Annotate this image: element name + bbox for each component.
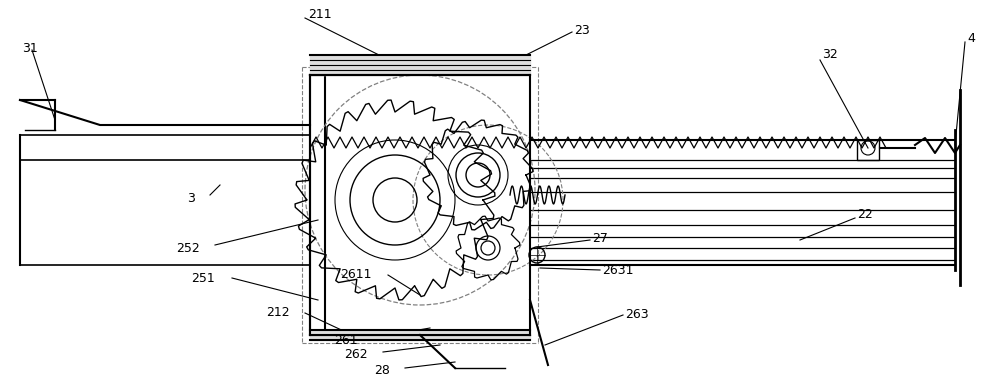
- Text: 251: 251: [191, 271, 215, 285]
- Text: 4: 4: [967, 31, 975, 44]
- Text: 22: 22: [857, 208, 873, 221]
- Text: 211: 211: [308, 8, 332, 22]
- Text: 2611: 2611: [340, 268, 372, 282]
- Text: 261: 261: [334, 334, 358, 346]
- Text: 3: 3: [187, 191, 195, 205]
- Text: 2631: 2631: [602, 263, 634, 277]
- Text: 32: 32: [822, 49, 838, 61]
- Text: 263: 263: [625, 309, 649, 321]
- Text: 212: 212: [266, 305, 290, 318]
- Text: 31: 31: [22, 41, 38, 55]
- Text: 27: 27: [592, 232, 608, 244]
- Text: 23: 23: [574, 23, 590, 36]
- Text: 262: 262: [344, 348, 368, 360]
- Text: 252: 252: [176, 241, 200, 255]
- Text: 28: 28: [374, 363, 390, 376]
- Bar: [857, 140, 879, 160]
